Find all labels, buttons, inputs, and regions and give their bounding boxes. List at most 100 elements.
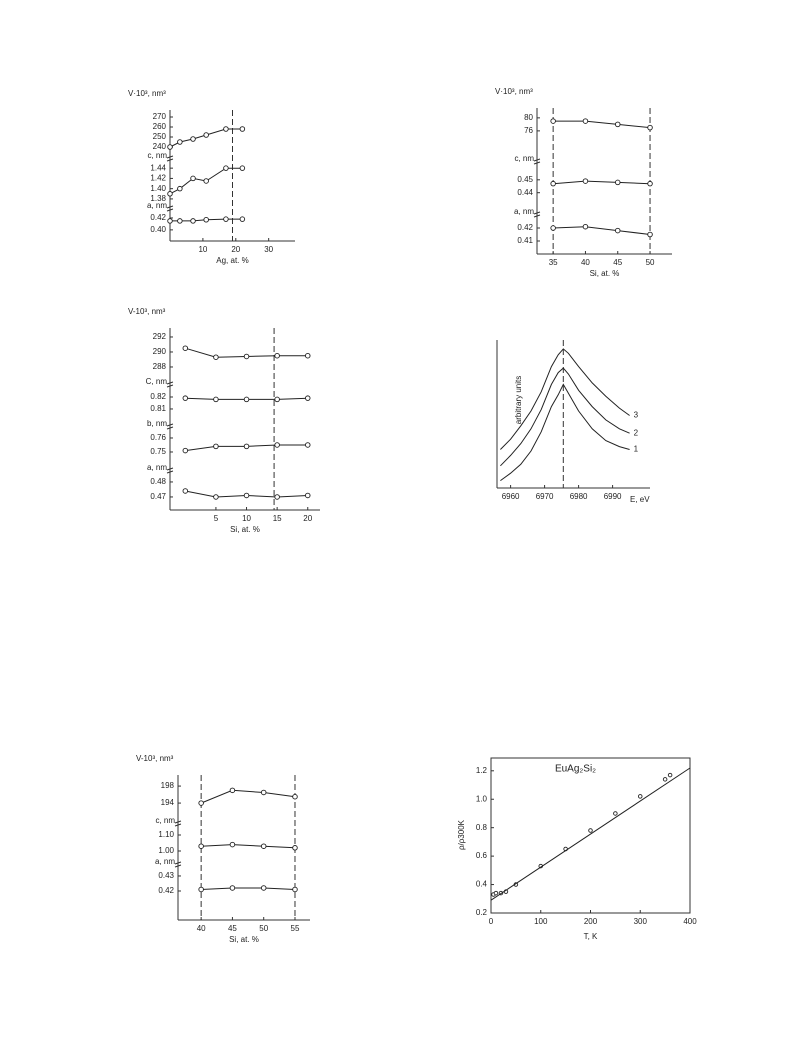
y-tick-label: 0.47: [150, 492, 166, 501]
data-point: [177, 218, 183, 224]
data-point: [613, 811, 618, 816]
y-tick-label: 0.82: [150, 392, 166, 401]
data-point: [614, 121, 621, 128]
x-tick-label: 45: [613, 258, 622, 267]
x-tick-label: 6990: [604, 492, 622, 501]
x-axis-label: Si, at. %: [229, 935, 259, 944]
data-point: [167, 144, 173, 150]
y-tick-label: 0.76: [150, 433, 166, 442]
y-axis-label: ρ/ρ300K: [457, 819, 466, 850]
y-tick-label: 1.40: [150, 184, 166, 193]
x-tick-label: 20: [231, 245, 240, 254]
y-tick-label: 1.42: [150, 174, 166, 183]
data-point: [198, 800, 204, 806]
data-point: [647, 231, 653, 238]
data-point: [213, 396, 219, 403]
data-point: [190, 136, 196, 142]
data-point: [182, 395, 189, 401]
axis-break: [166, 205, 174, 212]
data-point: [223, 216, 229, 222]
y-tick-label: 0.48: [150, 477, 166, 486]
data-point: [177, 139, 183, 145]
x-tick-label: 30: [264, 245, 273, 254]
y-tick-label: 0.4: [476, 880, 488, 889]
data-point: [292, 793, 298, 800]
chart-title: EuAg₂Si₂: [555, 764, 596, 775]
y-axis-label: V-10³, nm³: [128, 307, 166, 316]
data-point: [667, 772, 673, 778]
y-tick-label: 0.75: [150, 447, 166, 456]
data-point: [213, 443, 219, 450]
data-line: [553, 226, 651, 235]
y-tick-label: 194: [161, 798, 175, 807]
x-tick-label: 35: [549, 258, 558, 267]
x-tick-label: 40: [581, 258, 590, 267]
data-point: [582, 223, 589, 230]
y-tick-label: 0.8: [476, 823, 488, 832]
y-axis-label: V-10³, nm³: [136, 754, 174, 763]
y-tick-label: 0.44: [517, 188, 533, 197]
data-point: [260, 843, 267, 849]
y-tick-label: 1.38: [150, 194, 166, 203]
data-point: [305, 442, 311, 448]
y-tick-label: 80: [524, 113, 533, 122]
y-tick-label: 0.45: [517, 175, 533, 184]
panel-label: a, nm: [514, 207, 534, 216]
axis-break: [166, 423, 174, 430]
data-point: [239, 216, 246, 222]
x-axis-label: Si, at. %: [230, 525, 260, 534]
data-point: [229, 787, 236, 794]
data-line: [500, 348, 630, 450]
y-tick-label: 260: [153, 122, 167, 131]
data-point: [550, 118, 556, 124]
y-tick-label: 1.0: [476, 794, 488, 803]
data-point: [614, 227, 621, 234]
y-tick-label: 1.2: [476, 766, 488, 775]
data-line: [500, 383, 630, 482]
data-line: [490, 767, 691, 901]
data-point: [203, 216, 209, 223]
data-point: [260, 885, 267, 891]
y-tick-label: 0.6: [476, 851, 488, 860]
x-tick-label: 300: [634, 917, 648, 926]
data-point: [177, 185, 183, 192]
y-tick-label: 1.10: [158, 830, 174, 839]
panel-label: c, nm: [147, 151, 167, 160]
data-point: [167, 218, 173, 224]
panel-label: a, nm: [147, 463, 167, 472]
axis-break: [166, 155, 174, 162]
data-point: [260, 789, 267, 796]
data-point: [203, 132, 209, 138]
y-tick-label: 0.81: [150, 404, 166, 413]
plot-frame: [490, 757, 691, 914]
data-point: [274, 442, 280, 448]
y-tick-label: 250: [153, 132, 167, 141]
data-line: [201, 844, 296, 849]
panel-label: a, nm: [147, 201, 167, 210]
axis-break: [533, 158, 541, 165]
data-point: [638, 794, 643, 799]
x-tick-label: 0: [489, 917, 494, 926]
axis-break: [174, 820, 182, 827]
y-tick-label: 292: [153, 332, 167, 341]
x-tick-label: 50: [646, 258, 655, 267]
data-point: [243, 492, 250, 499]
data-point: [213, 494, 219, 500]
data-line: [200, 789, 296, 804]
y-tick-label: 0.42: [158, 886, 174, 895]
curve-label: 2: [634, 428, 639, 437]
x-tick-label: 6970: [536, 492, 554, 501]
data-point: [614, 179, 621, 186]
data-point: [243, 443, 250, 450]
data-point: [582, 178, 589, 184]
axis-break: [166, 381, 174, 388]
data-point: [305, 492, 311, 499]
y-tick-label: 198: [161, 781, 175, 790]
panel-label: c, nm: [514, 154, 534, 163]
curve-label: 1: [634, 445, 639, 454]
y-tick-label: 288: [153, 362, 167, 371]
data-line: [553, 120, 651, 129]
axis-break: [533, 211, 541, 218]
data-point: [243, 396, 250, 403]
